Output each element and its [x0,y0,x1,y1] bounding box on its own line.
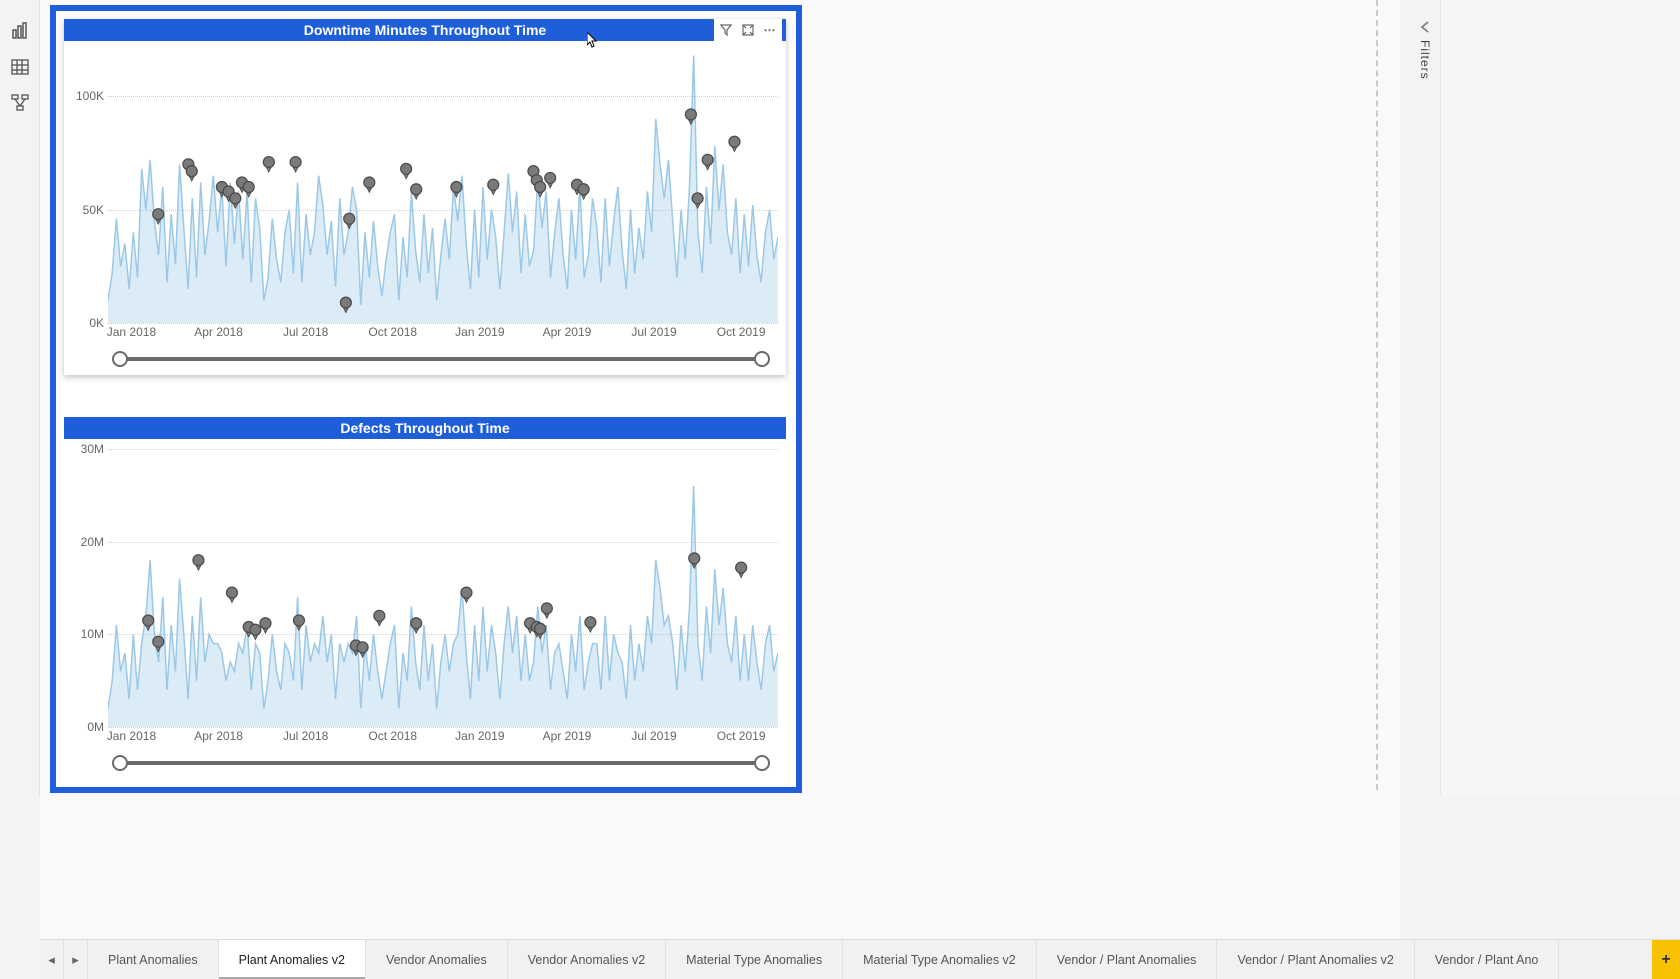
x-tick-label: Jul 2018 [283,729,328,743]
filters-pane-collapsed[interactable]: Filters [1410,20,1440,790]
page-tab[interactable]: Plant Anomalies v2 [219,940,366,979]
page-tab[interactable]: Vendor Anomalies [366,940,508,979]
chart-title-bar: Downtime Minutes Throughout Time ⋯ [64,19,786,41]
anomaly-marker [364,177,375,193]
anomaly-marker [488,179,499,195]
tab-nav-prev[interactable]: ◂ [40,940,64,979]
focus-icon[interactable] [740,22,756,38]
anomaly-marker [263,157,274,173]
filters-pane-label: Filters [1418,40,1432,80]
y-tick-label: 100K [64,89,104,103]
x-tick-label: Apr 2019 [543,729,592,743]
visual-header-icons: ⋯ [714,19,782,41]
anomaly-marker [374,610,385,626]
anomaly-marker [243,182,254,198]
anomaly-marker [193,555,204,571]
chart2-x-axis: Jan 2018 Apr 2018 Jul 2018 Oct 2018 Jan 2019… [108,729,778,745]
report-canvas: Downtime Minutes Throughout Time ⋯ 0K 50K… [40,0,1400,939]
slider-thumb-end[interactable] [754,755,770,771]
x-tick-label: Oct 2018 [368,325,417,339]
tabs-host: Plant AnomaliesPlant Anomalies v2Vendor … [88,940,1652,979]
page-tab[interactable]: Vendor / Plant Anomalies [1037,940,1218,979]
slider-thumb-start[interactable] [112,351,128,367]
slider-track [120,357,762,361]
x-tick-label: Apr 2018 [194,325,243,339]
anomaly-marker [541,603,552,619]
chart2-plot [108,449,778,727]
anomaly-marker [585,617,596,633]
anomaly-marker [736,562,747,578]
add-page-button[interactable]: + [1652,940,1680,979]
x-tick-label: Jan 2019 [455,325,504,339]
chart1-time-slider[interactable] [112,351,770,367]
chart1-x-axis: Jan 2018 Apr 2018 Jul 2018 Oct 2018 Jan 2019… [108,325,778,341]
page-tabs-bar: ◂ ▸ Plant AnomaliesPlant Anomalies v2Ven… [40,939,1680,979]
chart-title-text: Defects Throughout Time [340,420,509,436]
visualizations-pane-area [1440,0,1680,795]
slider-thumb-end[interactable] [754,351,770,367]
y-tick-label: 50K [64,203,104,217]
chart1-body: 0K 50K 100K Jan 2018 Apr 2018 Jul 2018 Oct 20… [64,41,786,375]
chart-title-bar: Defects Throughout Time [64,417,786,439]
model-view-icon[interactable] [11,94,29,112]
tab-nav-next[interactable]: ▸ [64,940,88,979]
x-tick-label: Jul 2019 [631,325,676,339]
chart1-plot [108,51,778,323]
left-nav-rail [0,0,40,795]
defects-chart-visual[interactable]: Defects Throughout Time 0M 10M 20M 30M Jan … [64,417,786,779]
anomaly-marker [250,624,261,640]
more-icon[interactable]: ⋯ [762,22,778,38]
x-tick-label: Jul 2018 [283,325,328,339]
chart-title-text: Downtime Minutes Throughout Time [304,22,546,38]
anomaly-marker [729,136,740,152]
data-view-icon[interactable] [11,58,29,76]
anomaly-marker [290,157,301,173]
page-tab[interactable]: Material Type Anomalies [666,940,843,979]
page-tab[interactable]: Material Type Anomalies v2 [843,940,1037,979]
report-view-icon[interactable] [11,22,29,40]
grid-line [108,323,778,324]
page-tab[interactable]: Vendor / Plant Ano [1415,940,1560,979]
grid-line [108,727,778,728]
anomaly-marker [293,615,304,631]
x-tick-label: Jul 2019 [631,729,676,743]
y-tick-label: 0K [64,316,104,330]
anomaly-marker [401,163,412,179]
anomaly-marker [186,166,197,182]
chart2-body: 0M 10M 20M 30M Jan 2018 Apr 2018 Jul 2018 Oct … [64,439,786,779]
x-tick-label: Oct 2018 [368,729,417,743]
chart2-time-slider[interactable] [112,755,770,771]
anomaly-marker [702,154,713,170]
add-page-label: + [1661,951,1670,969]
x-tick-label: Oct 2019 [717,729,766,743]
downtime-chart-visual[interactable]: Downtime Minutes Throughout Time ⋯ 0K 50K… [64,19,786,375]
x-tick-label: Apr 2019 [543,325,592,339]
page-tab[interactable]: Plant Anomalies [88,940,219,979]
canvas-boundary: Downtime Minutes Throughout Time ⋯ 0K 50K… [40,0,1378,790]
anomaly-marker [260,618,271,634]
x-tick-label: Apr 2018 [194,729,243,743]
y-tick-label: 20M [64,535,104,549]
slider-track [120,761,762,765]
y-tick-label: 10M [64,627,104,641]
y-tick-label: 30M [64,442,104,456]
page-tab[interactable]: Vendor Anomalies v2 [508,940,666,979]
slider-thumb-start[interactable] [112,755,128,771]
anomaly-marker [545,172,556,188]
expand-pane-icon[interactable] [1418,20,1432,34]
y-tick-label: 0M [64,720,104,734]
page-tab[interactable]: Vendor / Plant Anomalies v2 [1217,940,1414,979]
selected-visual-group[interactable]: Downtime Minutes Throughout Time ⋯ 0K 50K… [50,5,802,793]
anomaly-marker [226,587,237,603]
filter-icon[interactable] [718,22,734,38]
x-tick-label: Jan 2018 [107,325,156,339]
x-tick-label: Jan 2019 [455,729,504,743]
x-tick-label: Oct 2019 [717,325,766,339]
x-tick-label: Jan 2018 [107,729,156,743]
